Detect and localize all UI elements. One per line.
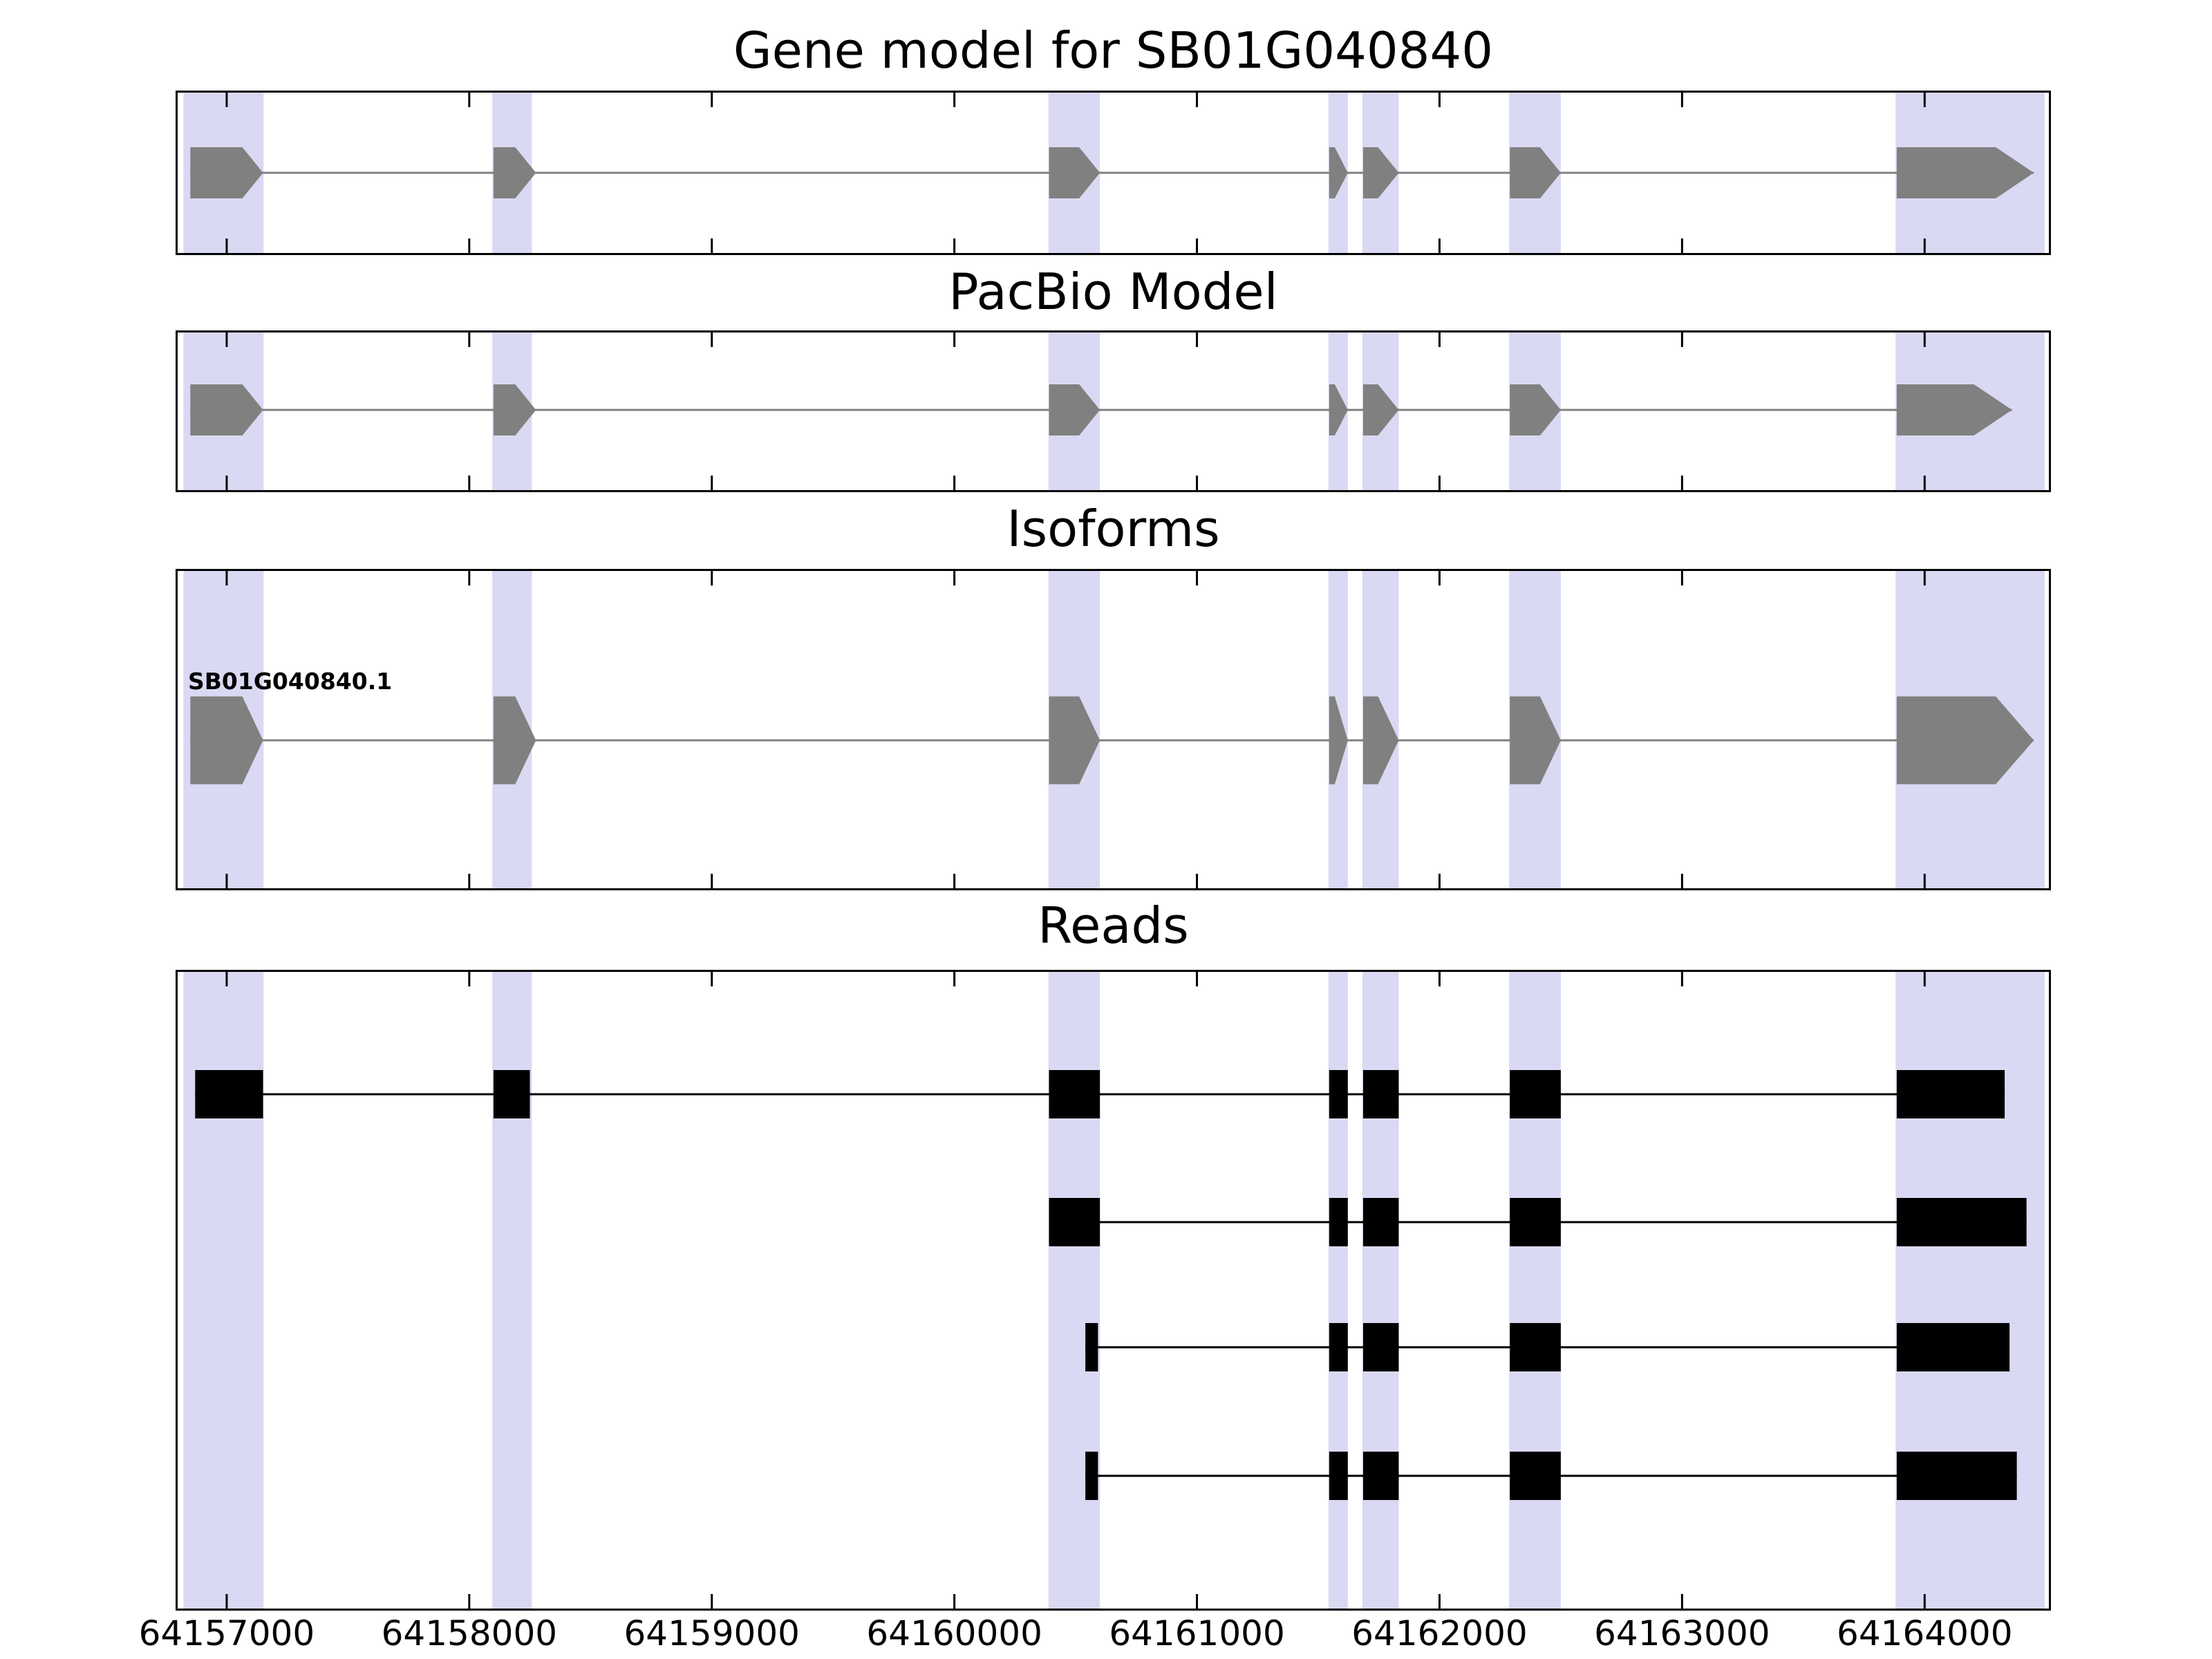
pacbio-panel (176, 330, 2051, 492)
panel-border (176, 569, 2051, 890)
read-exon-block (1329, 1323, 1348, 1371)
read-exon-block (1362, 1198, 1399, 1246)
x-tick-label: 64164000 (1837, 1613, 2013, 1653)
exon-arrow (1049, 147, 1100, 198)
isoforms-panel (176, 569, 2051, 890)
x-tick-label: 64161000 (1109, 1613, 1285, 1653)
exon-arrow (1362, 384, 1399, 435)
exon-arrow (1896, 384, 2012, 435)
x-tick-label: 64159000 (624, 1613, 800, 1653)
read-exon-block (1510, 1452, 1561, 1500)
exon-arrow (493, 384, 536, 435)
read-exon-block (1896, 1198, 2027, 1246)
reads-title: Reads (1038, 897, 1189, 955)
exon-arrow (493, 147, 536, 198)
read-exon-block (1510, 1070, 1561, 1118)
x-tick-label: 64158000 (381, 1613, 558, 1653)
isoforms-title: Isoforms (1006, 500, 1220, 558)
read-exon-block (1896, 1452, 2017, 1500)
exon-arrow (493, 696, 536, 785)
read-exon-block (1329, 1070, 1348, 1118)
exon-arrow (1896, 147, 2034, 198)
read-exon-block (1049, 1070, 1100, 1118)
exon-arrow (1329, 384, 1348, 435)
exon-arrow (1362, 147, 1399, 198)
panel-border (176, 330, 2051, 492)
exon-arrow (190, 696, 263, 785)
exon-highlight-band (492, 970, 532, 1611)
read-exon-block (1362, 1070, 1399, 1118)
exon-arrow (1049, 384, 1100, 435)
read-exon-block (1896, 1323, 2010, 1371)
x-tick-label: 64157000 (138, 1613, 315, 1653)
read-exon-block (493, 1070, 530, 1118)
read-exon-block (1362, 1452, 1399, 1500)
read-exon-block (1510, 1323, 1561, 1371)
exon-highlight-band (1328, 970, 1348, 1611)
gene-model-title: Gene model for SB01G040840 (733, 21, 1494, 79)
exon-arrow (1329, 147, 1348, 198)
x-tick-label: 64163000 (1594, 1613, 1770, 1653)
isoform-name-label: SB01G040840.1 (188, 668, 393, 695)
exon-arrow (1510, 147, 1561, 198)
x-tick-label: 64160000 (866, 1613, 1042, 1653)
gene-model-panel (176, 91, 2051, 255)
exon-arrow (1049, 696, 1100, 785)
reads-panel (176, 970, 2051, 1611)
read-exon-block (1510, 1198, 1561, 1246)
exon-arrow (1329, 696, 1348, 785)
read-exon-block (1049, 1198, 1100, 1246)
read-exon-block (1085, 1323, 1098, 1371)
exon-arrow (1896, 696, 2034, 785)
pacbio-title: PacBio Model (948, 263, 1278, 321)
read-exon-block (1329, 1198, 1348, 1246)
read-exon-block (195, 1070, 263, 1118)
read-exon-block (1329, 1452, 1348, 1500)
panel-border (176, 970, 2051, 1611)
read-exon-block (1085, 1452, 1098, 1500)
read-exon-block (1362, 1323, 1399, 1371)
exon-arrow (190, 384, 263, 435)
exon-highlight-band (1895, 970, 2045, 1611)
exon-arrow (190, 147, 263, 198)
exon-arrow (1510, 384, 1561, 435)
read-exon-block (1896, 1070, 2005, 1118)
exon-arrow (1510, 696, 1561, 785)
exon-arrow (1362, 696, 1399, 785)
exon-highlight-band (1509, 970, 1561, 1611)
panel-border (176, 91, 2051, 255)
x-tick-label: 64162000 (1351, 1613, 1528, 1653)
exon-highlight-band (183, 970, 264, 1611)
exon-highlight-band (1362, 970, 1399, 1611)
exon-highlight-band (1048, 970, 1100, 1611)
